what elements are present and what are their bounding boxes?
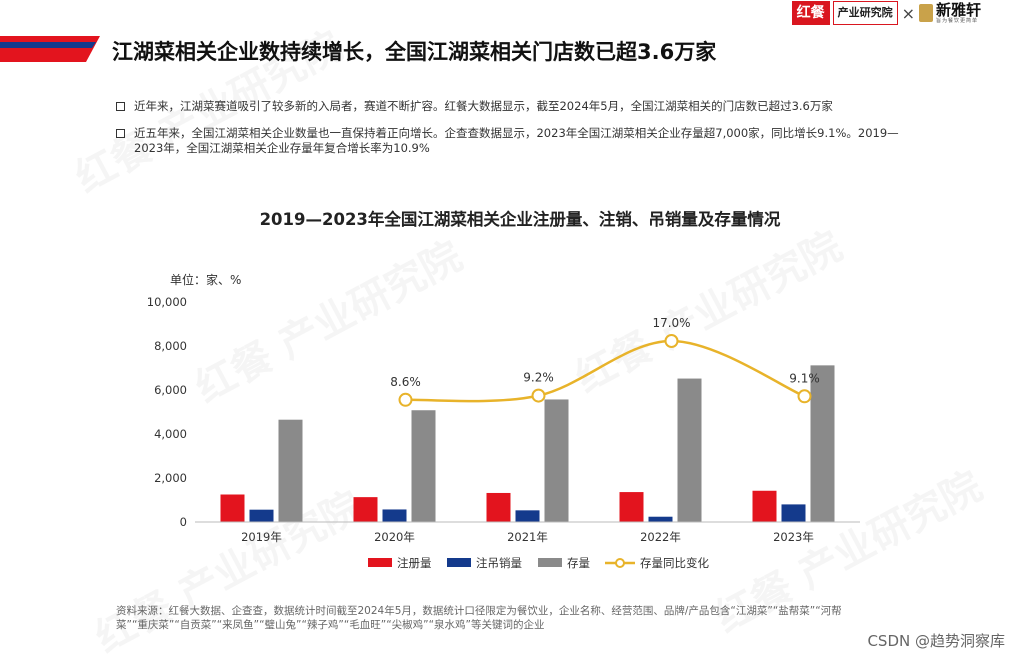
hongcan-logo: 红餐 (791, 1, 830, 25)
line-point (531, 388, 546, 403)
bar-注册量 (220, 494, 245, 522)
xinyaxuan-logo: 新雅轩 旨为餐饮更简单 (935, 0, 981, 24)
bar-注吊销量 (648, 516, 673, 522)
bullet-item: 近五年来，全国江湖菜相关企业数量也一直保持着正向增长。企查查数据显示，2023年… (116, 126, 916, 156)
bar-注册量 (353, 497, 378, 522)
csdn-credit: CSDN @趋势洞察库 (867, 632, 1005, 650)
partner-logos: 红餐 产业研究院 × 新雅轩 旨为餐饮更简单 (791, 0, 981, 26)
bullet-text: 近年来，江湖菜赛道吸引了较多新的入局者，赛道不断扩容。红餐大数据显示，截至202… (134, 99, 833, 113)
bar-存量 (810, 365, 835, 522)
data-label: 9.2% (523, 371, 554, 385)
bar-注册量 (619, 492, 644, 522)
line-point (664, 334, 679, 348)
y-tick-label: 2,000 (154, 471, 187, 485)
source-note: 资料来源：红餐大数据、企查查，数据统计时间截至2024年5月，数据统计口径限定为… (116, 605, 842, 631)
data-label: 9.1% (789, 371, 820, 385)
bullet-item: 近年来，江湖菜赛道吸引了较多新的入局者，赛道不断扩容。红餐大数据显示，截至202… (116, 99, 916, 114)
x-tick-label: 2019年 (241, 530, 282, 544)
title-accent-band (0, 36, 100, 62)
y-tick-label: 8,000 (154, 339, 187, 353)
y-tick-label: 10,000 (147, 295, 187, 309)
bar-注吊销量 (382, 509, 407, 522)
legend-label: 注吊销量 (476, 556, 522, 570)
bar-注吊销量 (249, 509, 274, 522)
data-label: 8.6% (390, 375, 421, 389)
bar-注册量 (486, 492, 511, 522)
x-tick-label: 2022年 (640, 530, 681, 544)
x-tick-label: 2020年 (374, 530, 415, 544)
data-label: 17.0% (652, 316, 690, 330)
bullet-text: 近五年来，全国江湖菜相关企业数量也一直保持着正向增长。企查查数据显示，2023年… (134, 126, 899, 155)
bar-注册量 (752, 490, 777, 522)
legend-swatch (538, 558, 562, 567)
bullet-list: 近年来，江湖菜赛道吸引了较多新的入局者，赛道不断扩容。红餐大数据显示，截至202… (116, 99, 916, 168)
legend-label: 注册量 (397, 556, 432, 570)
x-tick-label: 2023年 (773, 530, 814, 544)
bar-存量 (278, 419, 303, 522)
square-bullet-icon (116, 129, 125, 138)
legend-swatch (447, 558, 471, 567)
line-point (398, 392, 413, 407)
y-tick-label: 4,000 (154, 427, 187, 441)
collab-cross: × (901, 3, 915, 23)
legend-label: 存量同比变化 (640, 556, 709, 570)
xinyaxuan-icon (918, 4, 933, 22)
line-存量同比变化 (405, 339, 805, 403)
square-bullet-icon (116, 102, 125, 111)
bar-存量 (544, 399, 569, 522)
chart-title: 2019—2023年全国江湖菜相关企业注册量、注销、吊销量及存量情况 (259, 210, 781, 229)
xinyaxuan-name: 新雅轩 (935, 0, 981, 19)
bar-注吊销量 (781, 504, 806, 522)
legend-swatch (368, 558, 392, 567)
xinyaxuan-slogan: 旨为餐饮更简单 (935, 17, 978, 24)
x-tick-label: 2021年 (507, 530, 548, 544)
y-tick-label: 6,000 (154, 383, 187, 397)
legend-line-marker (615, 558, 625, 568)
bar-存量 (411, 410, 436, 522)
line-point (797, 389, 812, 404)
legend-label: 存量 (567, 556, 590, 570)
bar-存量 (677, 378, 702, 522)
industry-institute-logo: 产业研究院 (832, 1, 898, 25)
bar-注吊销量 (515, 510, 540, 522)
unit-label: 单位：家、% (170, 273, 242, 287)
y-tick-label: 0 (180, 515, 187, 529)
page-title: 江湖菜相关企业数持续增长，全国江湖菜相关门店数已超3.6万家 (112, 40, 717, 64)
